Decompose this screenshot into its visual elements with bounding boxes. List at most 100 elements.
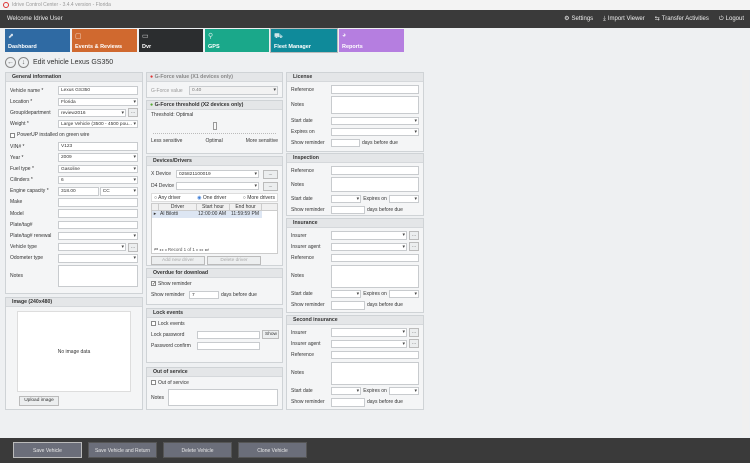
one-driver-radio[interactable]: ◉ One driver [197,194,227,201]
transfer-activities-button[interactable]: ⇆ Transfer Activities [655,10,709,28]
table-row[interactable]: ▸ Al Bilotti 12:00:00 AM 11:59:59 PM [152,211,262,218]
label: Plate/tag# [10,221,33,228]
engine-capacity-input[interactable]: 318.00 [58,187,99,196]
label: Expires on [291,128,315,135]
location-select[interactable]: Florida [58,97,138,107]
group-browse-button[interactable]: ... [128,108,138,118]
insurance-reminder-input[interactable] [331,301,365,310]
license-start-date-picker[interactable] [331,116,419,126]
settings-button[interactable]: ⚙ Settings [564,10,593,28]
more-drivers-radio[interactable]: ○ More drivers [242,194,275,201]
section-title: License [287,73,423,82]
oos-notes-textarea[interactable] [168,389,278,407]
x-device-select[interactable]: 025821100019 [176,169,259,179]
second-insurer-browse-button[interactable]: ... [409,328,419,338]
license-reference-input[interactable] [331,85,419,94]
grid-navigator[interactable]: ⏮ ◂◂ ◂ Record 1 of 1 ▸ ▸▸ ⏭ [154,247,209,252]
label: Vehicle type [10,244,37,251]
cylinders-select[interactable]: 6 [58,175,138,185]
end-hour-cell[interactable]: 11:59:59 PM [231,211,259,217]
vin-input[interactable]: V123 [58,142,138,151]
year-select[interactable]: 2009 [58,153,138,162]
second-insurance-start-date-picker[interactable] [331,386,362,396]
inspection-expires-date-picker[interactable] [388,194,419,204]
second-insurer-agent-select[interactable] [331,339,407,349]
label: Group/department [10,109,51,116]
delete-driver-button[interactable]: Delete driver [207,256,261,265]
clone-vehicle-button[interactable]: Clone Vehicle [238,442,307,458]
license-expires-date-picker[interactable] [331,127,419,137]
insurer-agent-select[interactable] [331,242,407,252]
logout-button[interactable]: ⏻ Logout [719,10,744,28]
lock-events-checkbox[interactable] [151,321,156,327]
inspection-reference-input[interactable] [331,166,419,175]
insurance-notes-textarea[interactable] [331,264,419,288]
import-viewer-button[interactable]: ⤓ Import Viewer [603,10,645,28]
model-input[interactable] [58,209,138,218]
tile-dashboard[interactable]: ⬈ Dashboard [5,29,70,52]
vehicle-type-select[interactable] [58,242,126,252]
add-new-driver-button[interactable]: Add new driver [151,256,205,265]
odometer-type-select[interactable] [58,254,138,263]
notes-textarea[interactable] [58,265,138,287]
any-driver-radio[interactable]: ○ Any driver [154,194,181,201]
delete-vehicle-button[interactable]: Delete Vehicle [163,442,232,458]
inspection-reminder-input[interactable] [331,205,365,215]
vehicle-type-browse-button[interactable]: ... [128,242,138,252]
threshold-slider[interactable] [153,120,276,134]
x-device-browse-button[interactable]: ... [263,169,278,179]
second-agent-browse-button[interactable]: ... [409,339,419,349]
password-confirm-input[interactable] [197,341,260,351]
second-insurance-reference-input[interactable] [331,350,419,360]
slider-thumb[interactable] [212,122,217,130]
plate-renewal-select[interactable] [58,231,138,241]
save-vehicle-button[interactable]: Save Vehicle [13,442,82,458]
out-of-service-checkbox[interactable] [151,380,156,386]
upload-image-button[interactable]: Upload image [19,396,59,406]
lock-password-input[interactable] [197,330,260,340]
back-icon[interactable]: ← [5,56,16,68]
column-header[interactable]: End hour [229,204,262,210]
second-insurance-expires-date-picker[interactable] [388,386,419,396]
second-insurance-notes-textarea[interactable] [331,361,419,385]
license-notes-textarea[interactable] [331,96,419,115]
license-reminder-input[interactable] [331,138,360,148]
tile-dvr[interactable]: ▭ Dvr [139,29,203,52]
insurer-select[interactable] [331,231,407,240]
tile-events[interactable]: ▢ Events & Reviews [72,29,137,52]
d4-device-select[interactable] [176,181,259,191]
second-insurer-select[interactable] [331,328,407,337]
start-hour-cell[interactable]: 12:00:00 AM [198,211,227,217]
plate-input[interactable] [58,220,138,230]
make-input[interactable] [58,198,138,207]
gforce-value-select[interactable]: 0.40 [189,86,278,95]
powerup-checkbox[interactable] [10,132,15,138]
column-header[interactable]: Start hour [196,204,229,210]
tile-reports[interactable]: ◕ Reports [339,29,404,52]
second-insurance-reminder-input[interactable] [331,398,365,407]
agent-browse-button[interactable]: ... [409,242,419,252]
insurance-reference-input[interactable] [331,253,419,263]
vertical-scrollbar[interactable] [742,70,749,436]
tile-gps[interactable]: ⚲ GPS [205,29,269,52]
driver-cell[interactable]: Al Bilotti [160,211,179,217]
show-password-button[interactable]: Show [262,330,279,340]
weight-select[interactable]: Large Vehicle (3500 - 4500 pou... [58,119,138,129]
insurance-expires-date-picker[interactable] [388,289,419,299]
d4-device-browse-button[interactable]: ... [263,181,278,191]
insurer-browse-button[interactable]: ... [409,231,419,241]
down-icon[interactable]: ↓ [18,56,29,68]
logout-label: Logout [725,16,744,22]
group-select[interactable]: review2016 [58,108,126,118]
show-reminder-checkbox[interactable]: ✓ [151,281,157,288]
vehicle-name-input[interactable]: Lexus GS350 [58,86,138,95]
save-and-return-button[interactable]: Save Vehicle and Return [88,442,157,458]
tile-fleet-manager[interactable]: ⛟ Fleet Manager [270,28,338,53]
inspection-start-date-picker[interactable] [331,194,362,204]
insurance-start-date-picker[interactable] [331,289,362,299]
engine-unit-select[interactable]: CC [99,187,138,196]
fuel-type-select[interactable]: Gasoline [58,164,138,174]
column-header[interactable]: Driver [158,204,196,210]
inspection-notes-textarea[interactable] [331,177,419,193]
reminder-days-input[interactable]: 7 [189,290,219,300]
